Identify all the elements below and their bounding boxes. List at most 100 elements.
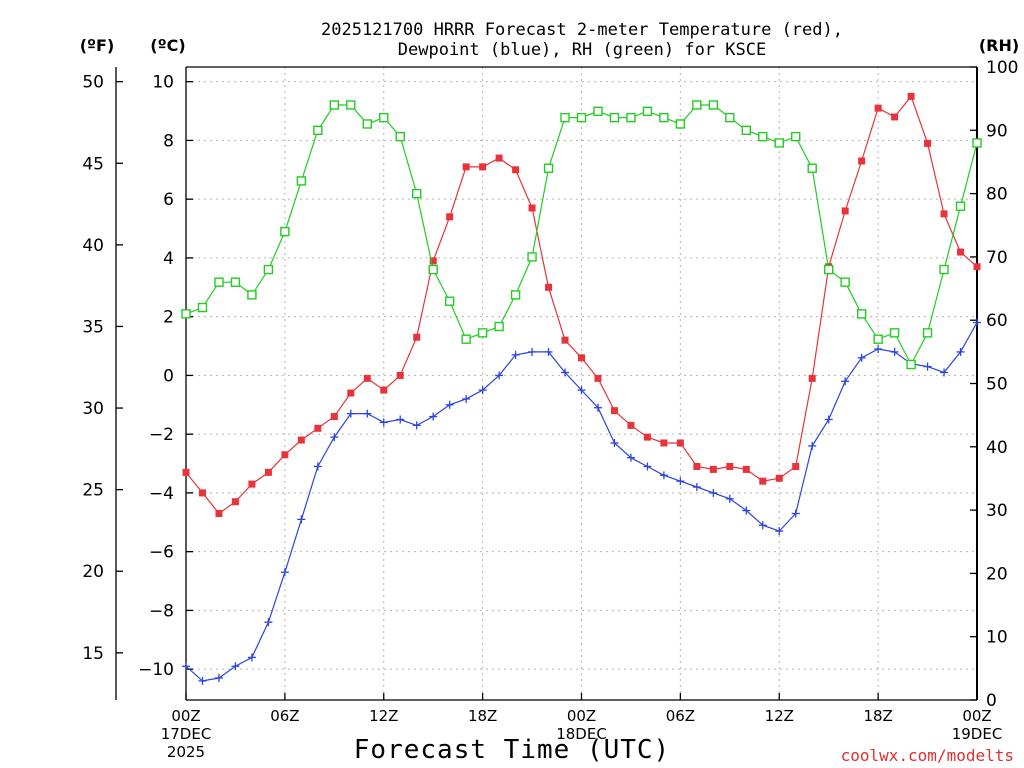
rh-point: [395, 131, 405, 142]
celsius-tick-label: 6: [163, 190, 174, 210]
rh-point: [609, 112, 620, 123]
dewpoint-point: [857, 353, 866, 362]
fahrenheit-tick-label: 40: [82, 236, 104, 256]
dewpoint-point: [544, 347, 553, 356]
temperature-point: [561, 336, 569, 344]
temperature-point: [841, 207, 849, 215]
celsius-tick-label: −4: [149, 484, 174, 504]
dewpoint-point: [429, 412, 438, 421]
x-tick-label: 12Z: [765, 707, 794, 725]
x-tick-date-label: 18DEC: [556, 725, 607, 743]
rh-point: [444, 296, 455, 306]
dewpoint-point: [182, 662, 190, 671]
temperature-point: [610, 407, 618, 415]
temperature-point: [808, 374, 816, 382]
fahrenheit-tick-label: 15: [82, 644, 104, 664]
temperature-point: [907, 92, 915, 100]
temperature-point: [198, 489, 206, 497]
temperature-point: [297, 436, 305, 444]
temperature-point: [660, 439, 668, 447]
dewpoint-point: [478, 386, 487, 395]
rh-point: [576, 112, 587, 123]
rh-point: [280, 226, 290, 237]
dewpoint-point: [198, 676, 207, 685]
temperature-point: [215, 509, 223, 517]
x-tick-label: 12Z: [369, 707, 398, 725]
dewpoint-point: [808, 441, 817, 450]
rh-point: [856, 309, 867, 319]
rh-tick-label: 70: [986, 248, 1008, 268]
rh-point: [675, 119, 686, 129]
rh-point: [823, 264, 834, 275]
chart-title-line2: Dewpoint (blue), RH (green) for KSCE: [398, 40, 766, 60]
fahrenheit-tick-label: 35: [82, 317, 104, 337]
dewpoint-point: [445, 400, 454, 409]
x-tick-year-label: 2025: [167, 743, 205, 761]
rh-point: [972, 138, 982, 148]
celsius-tick-label: −6: [149, 543, 174, 563]
dewpoint-point: [297, 515, 306, 524]
temperature-point: [742, 465, 750, 473]
x-tick-label: 18Z: [468, 707, 497, 725]
rh-tick-label: 60: [986, 311, 1008, 331]
temperature-point: [594, 374, 602, 382]
temperature-point: [643, 433, 651, 441]
temperature-point: [578, 354, 585, 362]
dewpoint-point: [791, 509, 800, 518]
x-tick-date-label: 17DEC: [161, 725, 212, 743]
x-tick-label: 00Z: [962, 707, 991, 725]
x-tick-label: 06Z: [270, 707, 299, 725]
series-layer: [181, 92, 982, 685]
dewpoint-point: [577, 386, 586, 395]
celsius-tick-label: 8: [163, 131, 174, 151]
dewpoint-point: [346, 409, 355, 418]
dewpoint-point: [973, 318, 981, 327]
rh-point: [477, 328, 488, 338]
celsius-unit-label: (ºC): [150, 36, 185, 55]
rh-point: [362, 119, 372, 129]
dewpoint-point: [923, 362, 932, 371]
rh-tick-label: 0: [986, 691, 997, 711]
rh-point: [939, 264, 949, 275]
dewpoint-point: [676, 477, 685, 486]
rh-point: [774, 138, 784, 148]
dewpoint-point: [528, 347, 537, 356]
temperature-point: [413, 333, 421, 341]
dewpoint-point: [264, 618, 273, 627]
dewpoint-point: [709, 488, 718, 497]
rh-tick-label: 90: [986, 121, 1008, 141]
dewpoint-point: [956, 347, 965, 356]
celsius-tick-label: 0: [163, 366, 174, 386]
temperature-point: [709, 465, 717, 473]
temperature-point: [726, 462, 734, 470]
fahrenheit-tick-label: 25: [82, 481, 104, 501]
rh-tick-label: 100: [986, 58, 1018, 78]
rh-point: [296, 176, 307, 186]
dewpoint-point: [214, 673, 223, 682]
celsius-tick-label: −10: [138, 660, 174, 680]
temperature-point: [479, 163, 487, 171]
temperature-point: [495, 154, 503, 162]
rh-point: [840, 277, 850, 287]
temperature-point: [231, 498, 239, 506]
dewpoint-point: [561, 368, 570, 377]
rh-tick-label: 30: [986, 501, 1008, 521]
temperature-point: [973, 263, 981, 271]
temperature-point: [957, 248, 965, 256]
rh-point: [247, 290, 257, 300]
temperature-point: [462, 163, 470, 171]
temperature-point: [759, 477, 767, 485]
rh-tick-label: 10: [986, 628, 1008, 648]
temperature-point: [940, 210, 948, 218]
dewpoint-point: [940, 368, 949, 377]
chart-title-line1: 2025121700 HRRR Forecast 2-meter Tempera…: [321, 20, 843, 40]
x-tick-label: 18Z: [863, 707, 892, 725]
rh-point: [758, 131, 768, 142]
temperature-point: [314, 424, 322, 432]
rh-point: [230, 277, 241, 287]
temperature-point: [264, 468, 272, 476]
rh-point: [379, 112, 389, 123]
fahrenheit-tick-label: 50: [82, 73, 104, 93]
rh-point: [543, 163, 554, 173]
rh-point: [461, 334, 471, 344]
